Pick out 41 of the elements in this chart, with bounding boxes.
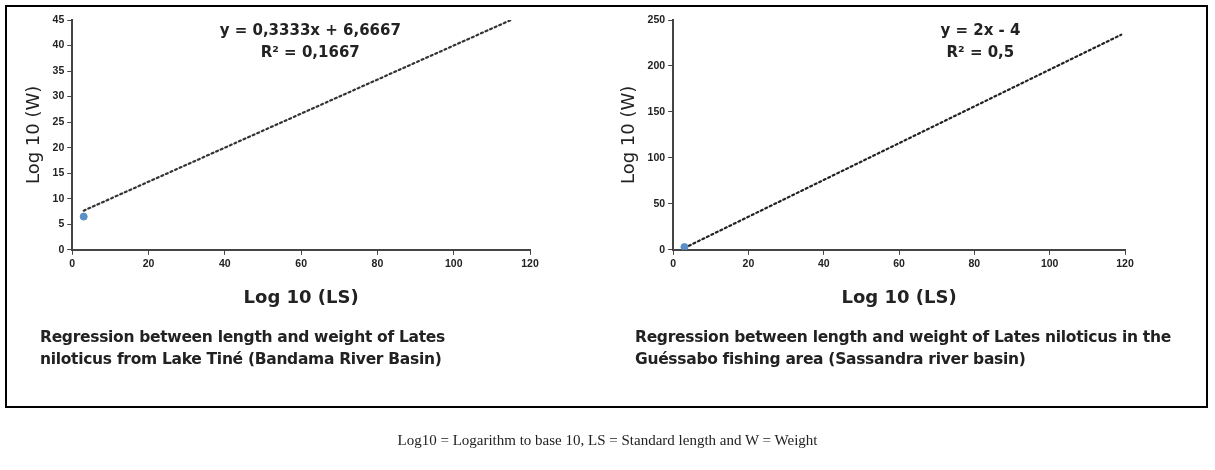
y-tick-label: 250 [647, 12, 666, 25]
annotation: y = 0,3333x + 6,6667 [219, 21, 401, 40]
x-tick-label: 0 [69, 256, 76, 269]
annotation: R² = 0,5 [946, 43, 1015, 62]
y-tick-label: 45 [52, 12, 65, 25]
x-tick-label: 20 [142, 256, 155, 269]
x-axis-title: Log 10 (LS) [841, 285, 957, 307]
text: Regression between length and weight of Lates niloticus in the Guéssabo fishing area (Sassandra river basin) [635, 327, 1172, 370]
text: Regression between length and weight of Lates niloticus from Lake Tiné (Bandama River Basin) [40, 327, 446, 370]
y-tick-label: 50 [653, 196, 666, 209]
annotation: R² = 0,1667 [260, 43, 360, 62]
y-tick-label: 25 [52, 115, 65, 128]
y-tick-label: 30 [52, 89, 65, 102]
y-tick-label: 200 [647, 58, 666, 71]
y-axis-title: Log 10 (W) [22, 85, 44, 185]
y-tick-label: 35 [52, 63, 65, 76]
y-tick-label: 0 [659, 242, 666, 255]
x-axis-title: Log 10 (LS) [243, 285, 359, 307]
y-axis-title: Log 10 (W) [617, 85, 639, 185]
x-tick-label: 120 [521, 256, 539, 269]
y-tick-label: 100 [647, 150, 666, 163]
y-tick-label: 20 [52, 140, 65, 153]
x-tick-label: 120 [1116, 256, 1134, 269]
x-tick-label: 80 [371, 256, 384, 269]
x-tick-label: 40 [219, 256, 231, 269]
x-tick-label: 100 [444, 256, 463, 269]
x-tick-label: 0 [670, 256, 677, 269]
x-tick-label: 60 [893, 256, 906, 269]
x-tick-label: 100 [1040, 256, 1059, 269]
y-tick-label: 5 [58, 217, 65, 230]
y-tick-label: 40 [52, 38, 65, 51]
x-tick-label: 40 [817, 256, 830, 269]
y-tick-label: 0 [58, 242, 65, 255]
annotation: y = 2x - 4 [940, 21, 1021, 40]
x-tick-label: 20 [742, 256, 755, 269]
x-tick-label: 80 [968, 256, 981, 269]
y-tick-label: 150 [647, 104, 666, 117]
x-tick-label: 60 [295, 256, 308, 269]
y-tick-label: 10 [52, 191, 65, 204]
text: Log10 = Logarithm to base 10, LS = Standard length and W = Weight [396, 432, 819, 449]
y-tick-label: 15 [52, 166, 65, 179]
